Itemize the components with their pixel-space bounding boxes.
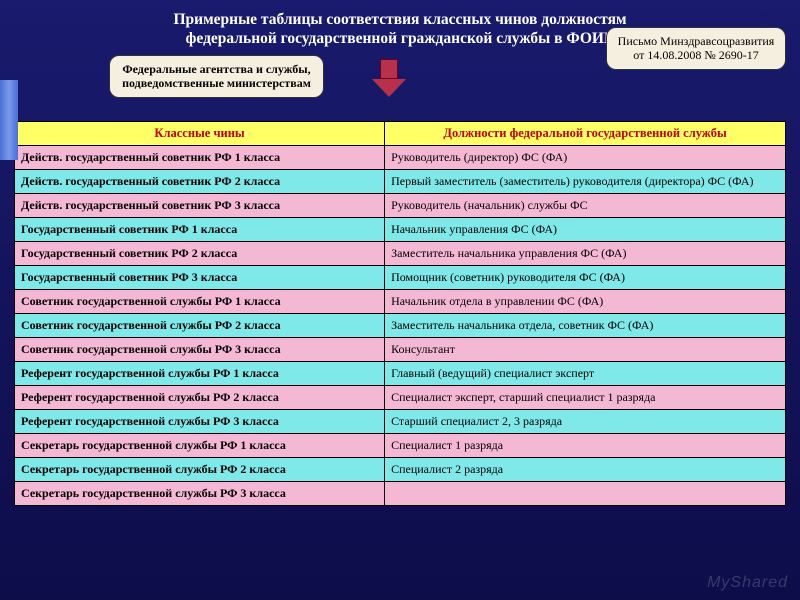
- cell-position: Руководитель (директор) ФС (ФА): [385, 146, 786, 170]
- cell-position: Начальник управления ФС (ФА): [385, 218, 786, 242]
- cell-position: Специалист эксперт, старший специалист 1…: [385, 386, 786, 410]
- cell-rank: Государственный советник РФ 1 класса: [15, 218, 385, 242]
- cell-rank: Действ. государственный советник РФ 2 кл…: [15, 170, 385, 194]
- table-row: Секретарь государственной службы РФ 2 кл…: [15, 458, 786, 482]
- table-row: Действ. государственный советник РФ 3 кл…: [15, 194, 786, 218]
- cell-rank: Государственный советник РФ 2 класса: [15, 242, 385, 266]
- table-row: Советник государственной службы РФ 3 кла…: [15, 338, 786, 362]
- table-row: Референт государственной службы РФ 3 кла…: [15, 410, 786, 434]
- cell-rank: Референт государственной службы РФ 2 кла…: [15, 386, 385, 410]
- cell-position: Руководитель (начальник) службы ФС: [385, 194, 786, 218]
- callout-agencies: Федеральные агентства и службы, подведом…: [109, 55, 324, 98]
- cell-rank: Действ. государственный советник РФ 1 кл…: [15, 146, 385, 170]
- cell-rank: Секретарь государственной службы РФ 3 кл…: [15, 482, 385, 506]
- cell-rank: Государственный советник РФ 3 класса: [15, 266, 385, 290]
- watermark: MyShared: [707, 574, 788, 592]
- table-row: Государственный советник РФ 1 классаНача…: [15, 218, 786, 242]
- cell-position: Главный (ведущий) специалист эксперт: [385, 362, 786, 386]
- header-rank: Классные чины: [15, 121, 385, 146]
- table-row: Референт государственной службы РФ 2 кла…: [15, 386, 786, 410]
- cell-position: [385, 482, 786, 506]
- cell-position: Специалист 1 разряда: [385, 434, 786, 458]
- cell-position: Специалист 2 разряда: [385, 458, 786, 482]
- table-row: Референт государственной службы РФ 1 кла…: [15, 362, 786, 386]
- table-row: Действ. государственный советник РФ 2 кл…: [15, 170, 786, 194]
- callout-row: Федеральные агентства и службы, подведом…: [14, 55, 786, 115]
- cell-rank: Советник государственной службы РФ 1 кла…: [15, 290, 385, 314]
- table-row: Секретарь государственной службы РФ 1 кл…: [15, 434, 786, 458]
- table-row: Советник государственной службы РФ 1 кла…: [15, 290, 786, 314]
- cell-position: Начальник отдела в управлении ФС (ФА): [385, 290, 786, 314]
- ranks-table: Классные чины Должности федеральной госу…: [14, 121, 786, 507]
- arrow-down-icon: [372, 59, 406, 99]
- table-row: Советник государственной службы РФ 2 кла…: [15, 314, 786, 338]
- cell-position: Заместитель начальника управления ФС (ФА…: [385, 242, 786, 266]
- table-row: Государственный советник РФ 2 классаЗаме…: [15, 242, 786, 266]
- table-row: Действ. государственный советник РФ 1 кл…: [15, 146, 786, 170]
- cell-rank: Действ. государственный советник РФ 3 кл…: [15, 194, 385, 218]
- table-header-row: Классные чины Должности федеральной госу…: [15, 121, 786, 146]
- cell-rank: Референт государственной службы РФ 3 кла…: [15, 410, 385, 434]
- cell-position: Заместитель начальника отдела, советник …: [385, 314, 786, 338]
- cell-rank: Референт государственной службы РФ 1 кла…: [15, 362, 385, 386]
- cell-rank: Секретарь государственной службы РФ 1 кл…: [15, 434, 385, 458]
- callout-letter-ref: Письмо Минздравсоцразвития от 14.08.2008…: [606, 27, 786, 70]
- cell-rank: Советник государственной службы РФ 3 кла…: [15, 338, 385, 362]
- cell-position: Помощник (советник) руководителя ФС (ФА): [385, 266, 786, 290]
- cell-position: Старший специалист 2, 3 разряда: [385, 410, 786, 434]
- cell-rank: Секретарь государственной службы РФ 2 кл…: [15, 458, 385, 482]
- cell-position: Первый заместитель (заместитель) руковод…: [385, 170, 786, 194]
- table-row: Государственный советник РФ 3 классаПомо…: [15, 266, 786, 290]
- table-row: Секретарь государственной службы РФ 3 кл…: [15, 482, 786, 506]
- header-position: Должности федеральной государственной сл…: [385, 121, 786, 146]
- cell-position: Консультант: [385, 338, 786, 362]
- cell-rank: Советник государственной службы РФ 2 кла…: [15, 314, 385, 338]
